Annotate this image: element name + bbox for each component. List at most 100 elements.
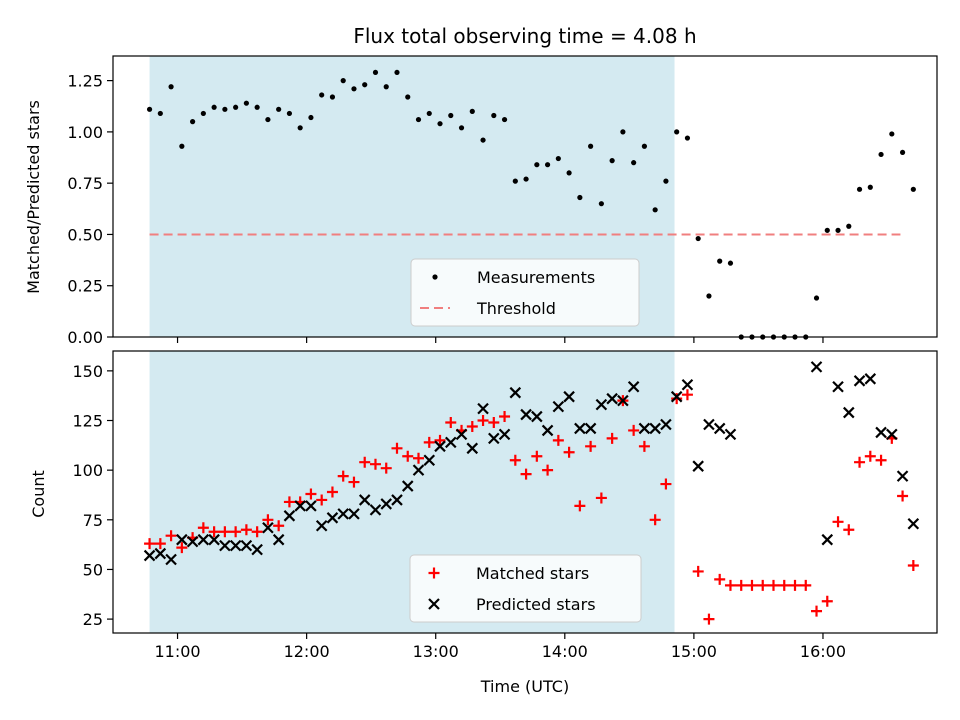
matched-star-point xyxy=(305,488,317,500)
measurement-point xyxy=(889,131,895,137)
predicted-star-point xyxy=(843,406,855,419)
predicted-star-point xyxy=(305,500,317,512)
x-tick-label: 11:00 xyxy=(154,642,200,661)
predicted-star-point xyxy=(197,533,210,546)
matched-star-point xyxy=(402,450,414,462)
matched-star-point xyxy=(703,613,715,625)
predicted-star-point xyxy=(143,549,156,562)
measurement-point xyxy=(566,170,572,176)
measurement-point xyxy=(695,235,701,242)
predicted-star-point xyxy=(412,464,425,476)
predicted-star-point xyxy=(326,512,339,524)
predicted-star-point xyxy=(853,375,866,387)
y-axis-label-bottom: Count xyxy=(29,470,48,518)
x-tick-label: 12:00 xyxy=(284,642,330,661)
predicted-star-point xyxy=(617,394,629,407)
matched-star-point xyxy=(380,462,392,474)
measurement-point xyxy=(233,104,239,110)
predicted-star-point xyxy=(713,422,726,435)
predicted-star-point xyxy=(703,418,715,431)
matched-star-point xyxy=(208,526,220,538)
matched-star-point xyxy=(273,520,285,532)
measurement-point xyxy=(405,94,411,100)
measurement-point xyxy=(329,94,336,100)
predicted-star-point xyxy=(219,539,231,552)
measurement-point xyxy=(727,260,734,266)
legend-marker-predicted xyxy=(428,598,440,610)
predicted-star-point xyxy=(466,442,479,455)
predicted-star-point xyxy=(165,553,177,566)
predicted-star-point xyxy=(229,539,242,552)
predicted-star-point xyxy=(401,480,414,492)
predicted-star-point xyxy=(638,422,651,435)
measurement-point xyxy=(362,82,368,88)
matched-star-point xyxy=(262,514,274,526)
matched-star-point xyxy=(897,490,909,502)
measurement-point xyxy=(501,116,508,123)
measurement-point xyxy=(717,258,723,264)
top-panel-frame xyxy=(112,55,938,338)
measurement-point xyxy=(200,110,206,117)
matched-star-point xyxy=(585,440,597,452)
measurement-point xyxy=(609,158,615,164)
matched-star-point xyxy=(574,500,586,512)
measurement-point xyxy=(663,178,669,184)
measurement-point xyxy=(394,69,400,76)
predicted-star-point xyxy=(315,519,328,532)
predicted-star-point xyxy=(670,390,683,403)
y-axis-label-top: Matched/Predicted stars xyxy=(24,100,43,294)
predicted-star-point xyxy=(434,440,446,453)
matched-star-point xyxy=(283,496,295,508)
matched-star-point xyxy=(660,478,672,490)
measurement-point xyxy=(243,100,249,106)
measurement-point xyxy=(157,110,163,117)
measurement-point xyxy=(179,143,185,149)
measurement-point xyxy=(351,86,357,92)
measurement-point xyxy=(813,295,820,301)
matched-star-point xyxy=(466,420,478,432)
matched-star-point xyxy=(735,579,747,591)
measurement-point xyxy=(588,143,594,149)
y-tick-label: 0.75 xyxy=(67,174,103,193)
y-tick-label: 0.25 xyxy=(67,277,103,296)
predicted-star-point xyxy=(531,410,543,423)
predicted-star-point xyxy=(595,398,608,411)
legend-label: Predicted stars xyxy=(476,595,596,614)
measurement-point xyxy=(276,106,282,112)
measurement-point xyxy=(211,104,217,110)
matched-star-point xyxy=(520,468,532,480)
predicted-star-point xyxy=(358,494,371,506)
measurement-point xyxy=(846,223,852,229)
predicted-star-point xyxy=(498,428,511,441)
predicted-star-point xyxy=(864,373,877,385)
predicted-star-point xyxy=(660,418,672,431)
measurement-point xyxy=(534,162,540,168)
y-tick-label: 125 xyxy=(72,412,103,431)
matched-star-point xyxy=(477,415,489,427)
measurement-point xyxy=(222,106,228,112)
measurement-point xyxy=(469,108,475,114)
measurement-point xyxy=(652,207,658,213)
matched-star-point xyxy=(671,393,683,405)
predicted-star-point xyxy=(391,494,403,506)
measurement-point xyxy=(265,116,271,123)
matched-star-point xyxy=(240,524,252,536)
predicted-star-point xyxy=(896,470,909,482)
predicted-star-point xyxy=(283,510,296,522)
matched-star-point xyxy=(337,470,349,482)
matched-star-point xyxy=(638,440,650,452)
matched-star-point xyxy=(746,579,758,591)
measurement-point xyxy=(297,125,303,131)
predicted-star-point xyxy=(369,504,382,516)
predicted-star-point xyxy=(886,428,898,441)
measurement-point xyxy=(555,155,561,162)
matched-star-point xyxy=(778,579,790,591)
y-tick-label: 1.00 xyxy=(67,123,103,142)
predicted-star-point xyxy=(541,424,554,437)
x-tick-label: 16:00 xyxy=(800,642,846,661)
predicted-star-point xyxy=(444,436,457,449)
measurement-point xyxy=(856,186,863,192)
measurement-point xyxy=(674,129,680,135)
predicted-star-point xyxy=(649,422,661,435)
predicted-star-point xyxy=(488,432,500,445)
